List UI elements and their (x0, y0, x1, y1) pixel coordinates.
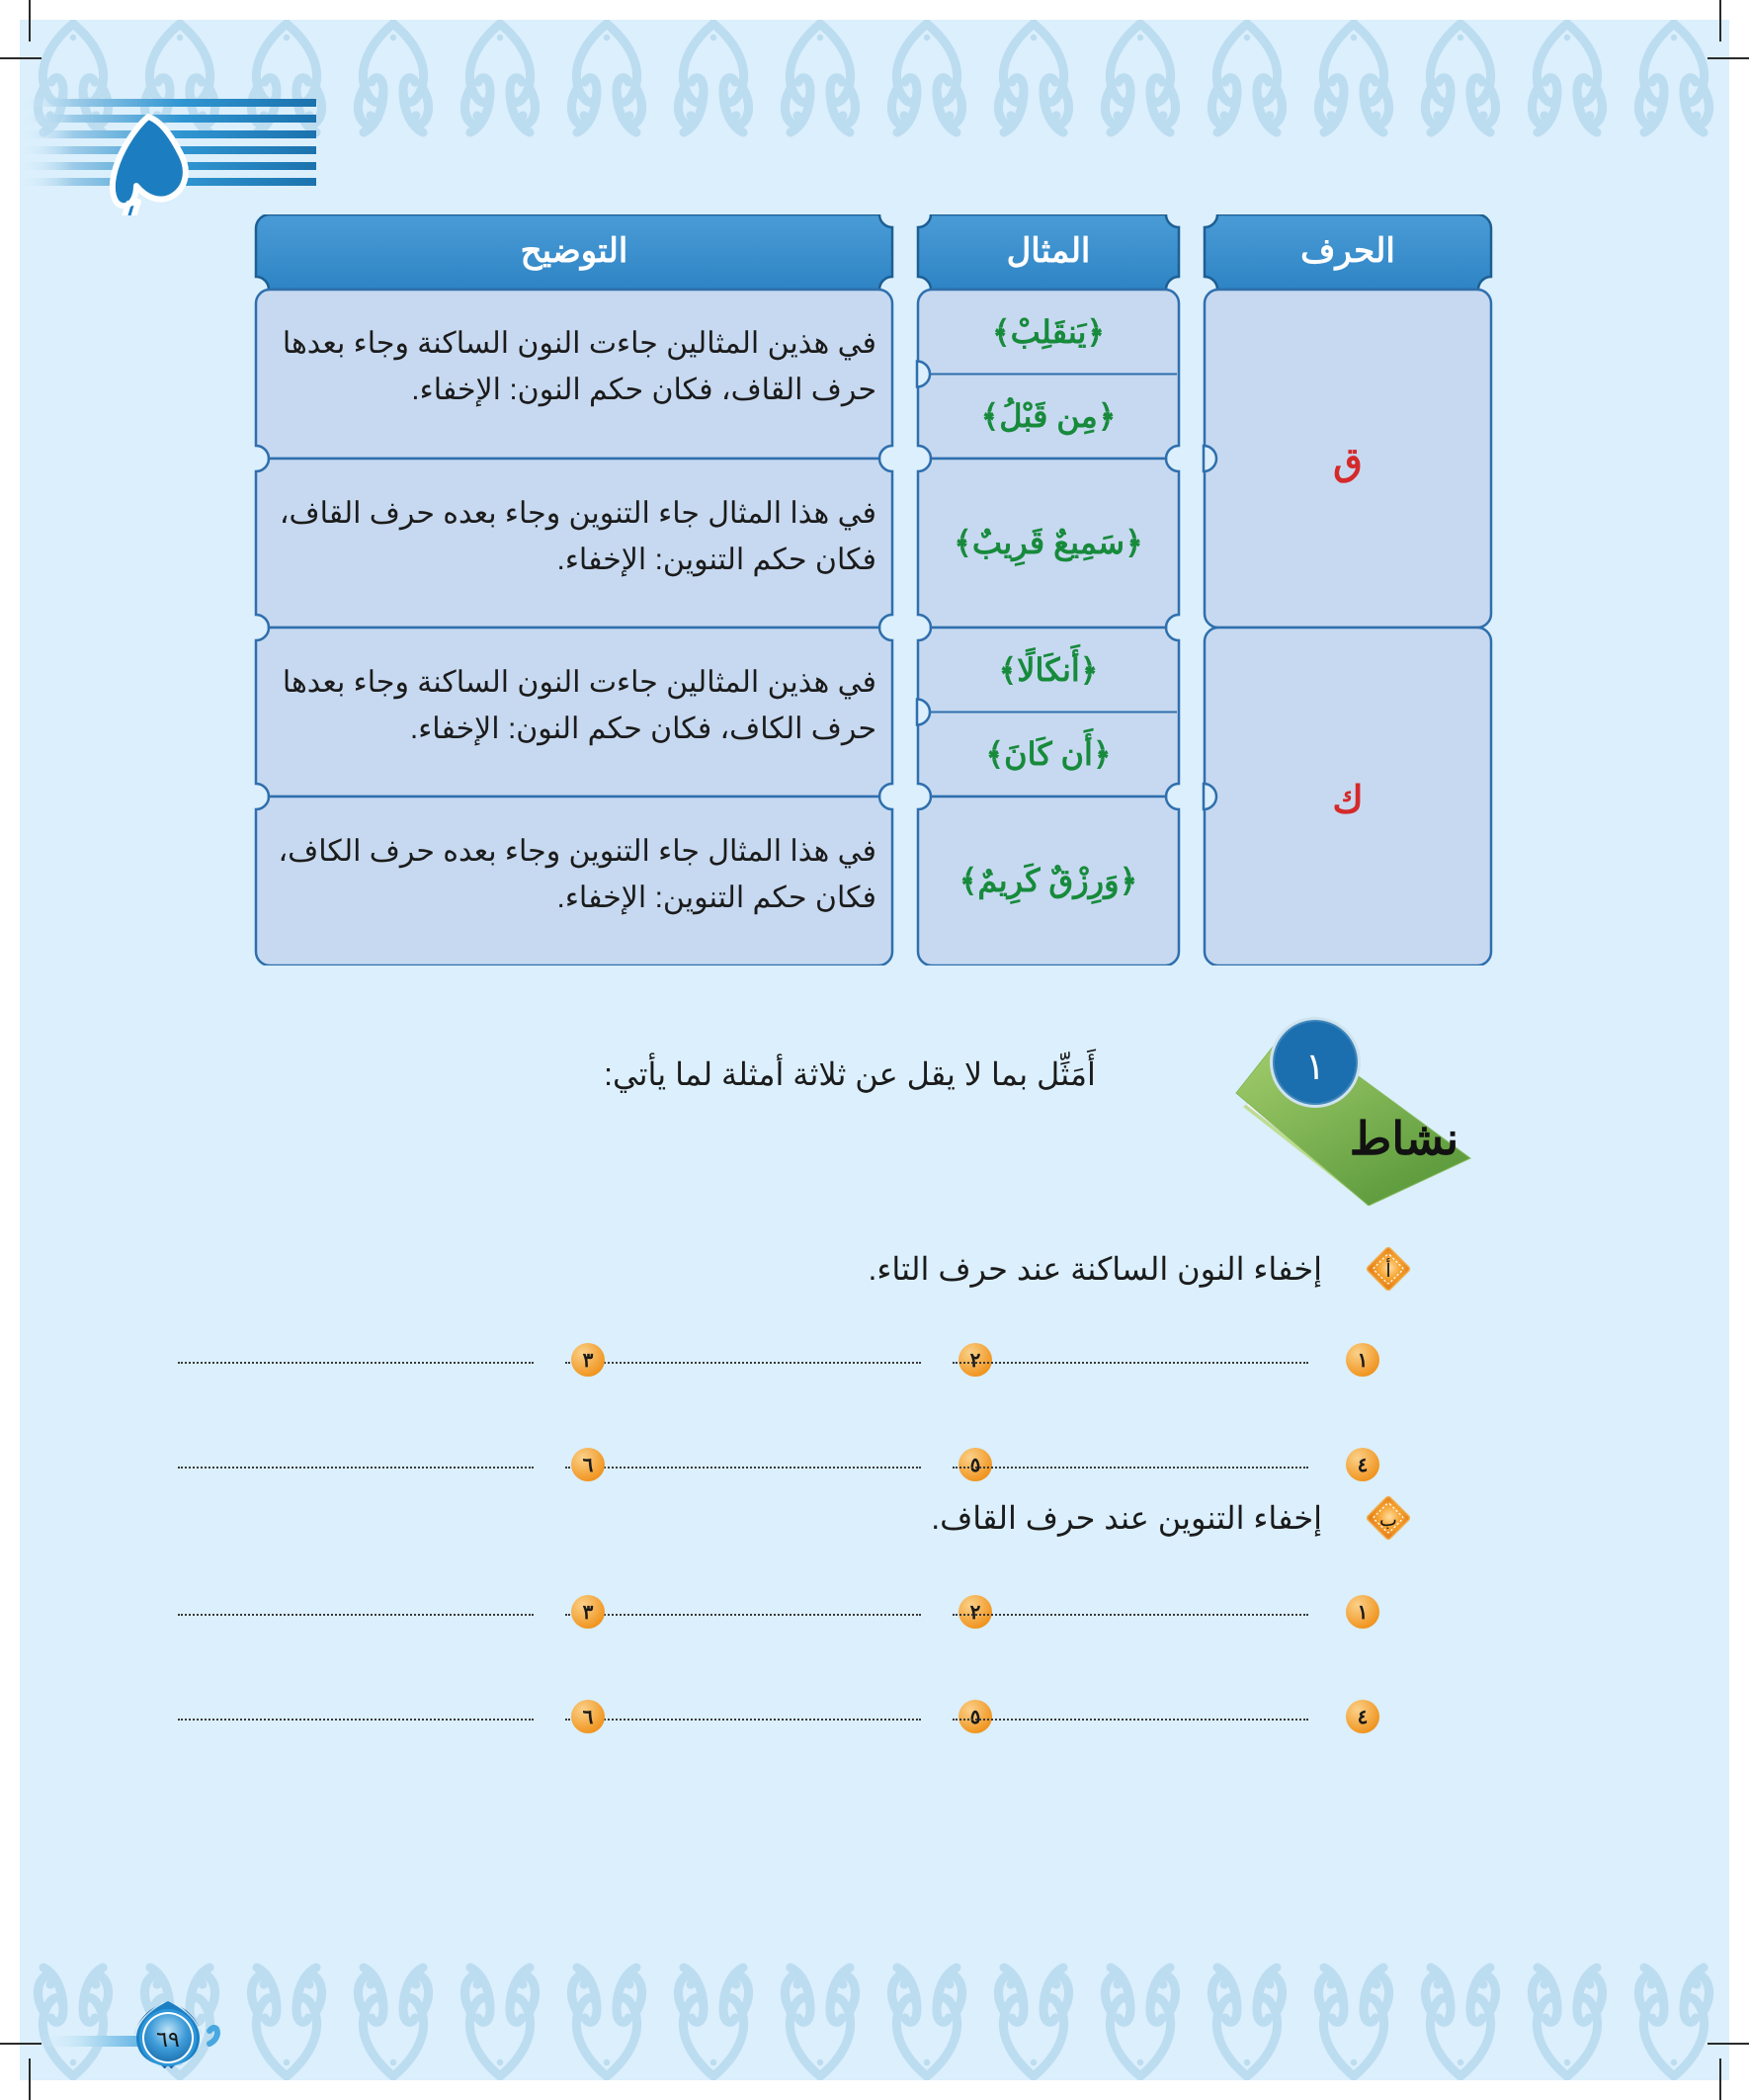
svg-text:٦٩: ٦٩ (156, 2027, 180, 2052)
svg-text:١: ١ (1305, 1047, 1325, 1088)
svg-text:ب: ب (1379, 1510, 1397, 1531)
svg-text:أ: أ (1385, 1257, 1390, 1282)
svg-text:نشاط: نشاط (1350, 1113, 1458, 1164)
